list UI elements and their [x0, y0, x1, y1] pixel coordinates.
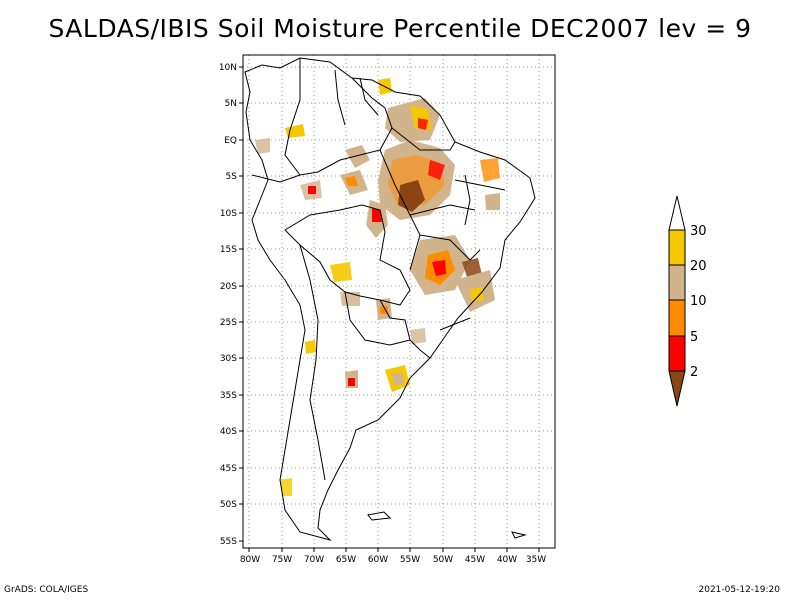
lat-label: 25S: [220, 318, 237, 328]
map-title: SALDAS/IBIS Soil Moisture Percentile DEC…: [48, 14, 752, 43]
colorbar-legend: [668, 195, 686, 407]
lat-label: 40S: [220, 427, 237, 437]
lon-label: 70W: [304, 555, 324, 565]
colorbar-label: 5: [690, 330, 698, 345]
continent-outline: [244, 57, 536, 541]
colorbar-bottom-triangle: [668, 370, 686, 407]
lat-label: 30S: [220, 354, 237, 364]
colorbar-swatch-10-20: [668, 264, 686, 301]
lat-label: 10S: [220, 209, 237, 219]
lon-label: 40W: [497, 555, 517, 565]
map-frame: [242, 54, 556, 549]
colorbar-label: 30: [690, 224, 707, 239]
colorbar-label: 10: [690, 294, 707, 309]
lon-label: 45W: [465, 555, 485, 565]
lat-label: 50S: [220, 500, 237, 510]
lon-label: 35W: [526, 555, 546, 565]
lon-label: 55W: [400, 555, 420, 565]
footer-timestamp: 2021-05-12-19:20: [698, 585, 781, 595]
lat-label: 35S: [220, 391, 237, 401]
lon-label: 65W: [336, 555, 356, 565]
colorbar-swatch-2-5: [668, 335, 686, 372]
colorbar-top-triangle: [668, 195, 686, 231]
colorbar-swatch-20-30: [668, 229, 686, 266]
lat-label: 5S: [226, 172, 238, 182]
colorbar-swatch-5-10: [668, 299, 686, 337]
footer-credit: GrADS: COLA/IGES: [4, 585, 89, 595]
lon-label: 80W: [240, 555, 260, 565]
colorbar-label: 20: [690, 259, 707, 274]
lat-label: 45S: [220, 464, 237, 474]
lat-label: 10N: [219, 63, 237, 73]
lat-label: 15S: [220, 245, 237, 255]
colorbar-label: 2: [690, 365, 698, 380]
lat-label: 55S: [220, 537, 237, 547]
lat-label: EQ: [224, 136, 237, 146]
lon-label: 60W: [368, 555, 388, 565]
longitude-axis: 80W 75W 70W 65W 60W 55W 50W 45W 40W 35W: [240, 548, 546, 565]
lon-label: 75W: [272, 555, 292, 565]
lat-label: 5N: [225, 99, 237, 109]
lat-label: 20S: [220, 282, 237, 292]
moisture-shading: [255, 78, 500, 496]
latitude-axis: 10N 5N EQ 5S 10S 15S 20S 25S 30S 35S 40S…: [219, 63, 243, 547]
lon-label: 50W: [433, 555, 453, 565]
colorbar-labels: 30 20 10 5 2: [690, 224, 707, 380]
